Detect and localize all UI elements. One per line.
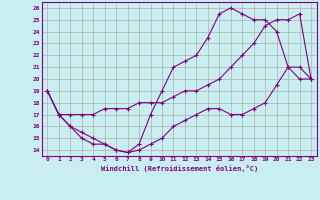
X-axis label: Windchill (Refroidissement éolien,°C): Windchill (Refroidissement éolien,°C) <box>100 165 258 172</box>
